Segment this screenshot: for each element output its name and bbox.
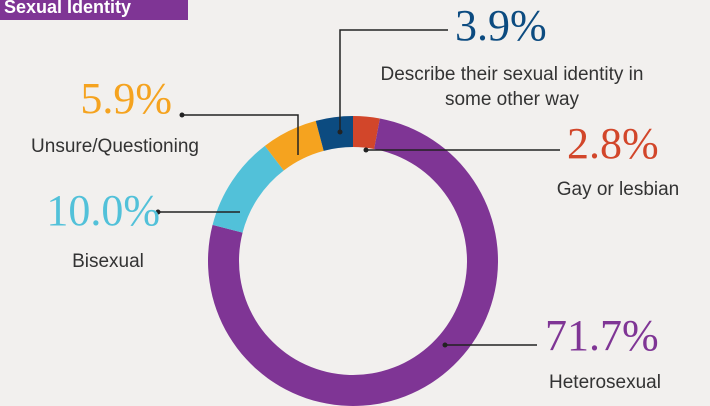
chart-title: Sexual Identity	[0, 0, 188, 20]
leader-dot	[179, 112, 185, 118]
category-label: Unsure/Questioning	[31, 136, 199, 157]
value-label: 2.8%	[567, 119, 659, 168]
value-label: 71.7%	[545, 311, 659, 360]
donut-segment	[212, 145, 284, 233]
leader-dot	[363, 147, 369, 153]
value-label: 10.0%	[46, 186, 160, 235]
category-label: Describe their sexual identity in some o…	[380, 64, 644, 110]
value-label: 5.9%	[80, 74, 172, 123]
leader-dot	[442, 342, 448, 348]
donut-segment	[353, 116, 380, 149]
leader-line	[339, 29, 448, 132]
category-label: Gay or lesbian	[556, 179, 680, 200]
leader-dot	[155, 209, 161, 215]
leader-line	[182, 114, 299, 155]
category-label: Heterosexual	[549, 372, 661, 393]
value-label: 3.9%	[455, 1, 547, 50]
leader-dot	[337, 129, 343, 135]
donut-segment	[264, 120, 324, 171]
category-label: Bisexual	[72, 251, 144, 272]
donut-segment	[315, 116, 353, 151]
